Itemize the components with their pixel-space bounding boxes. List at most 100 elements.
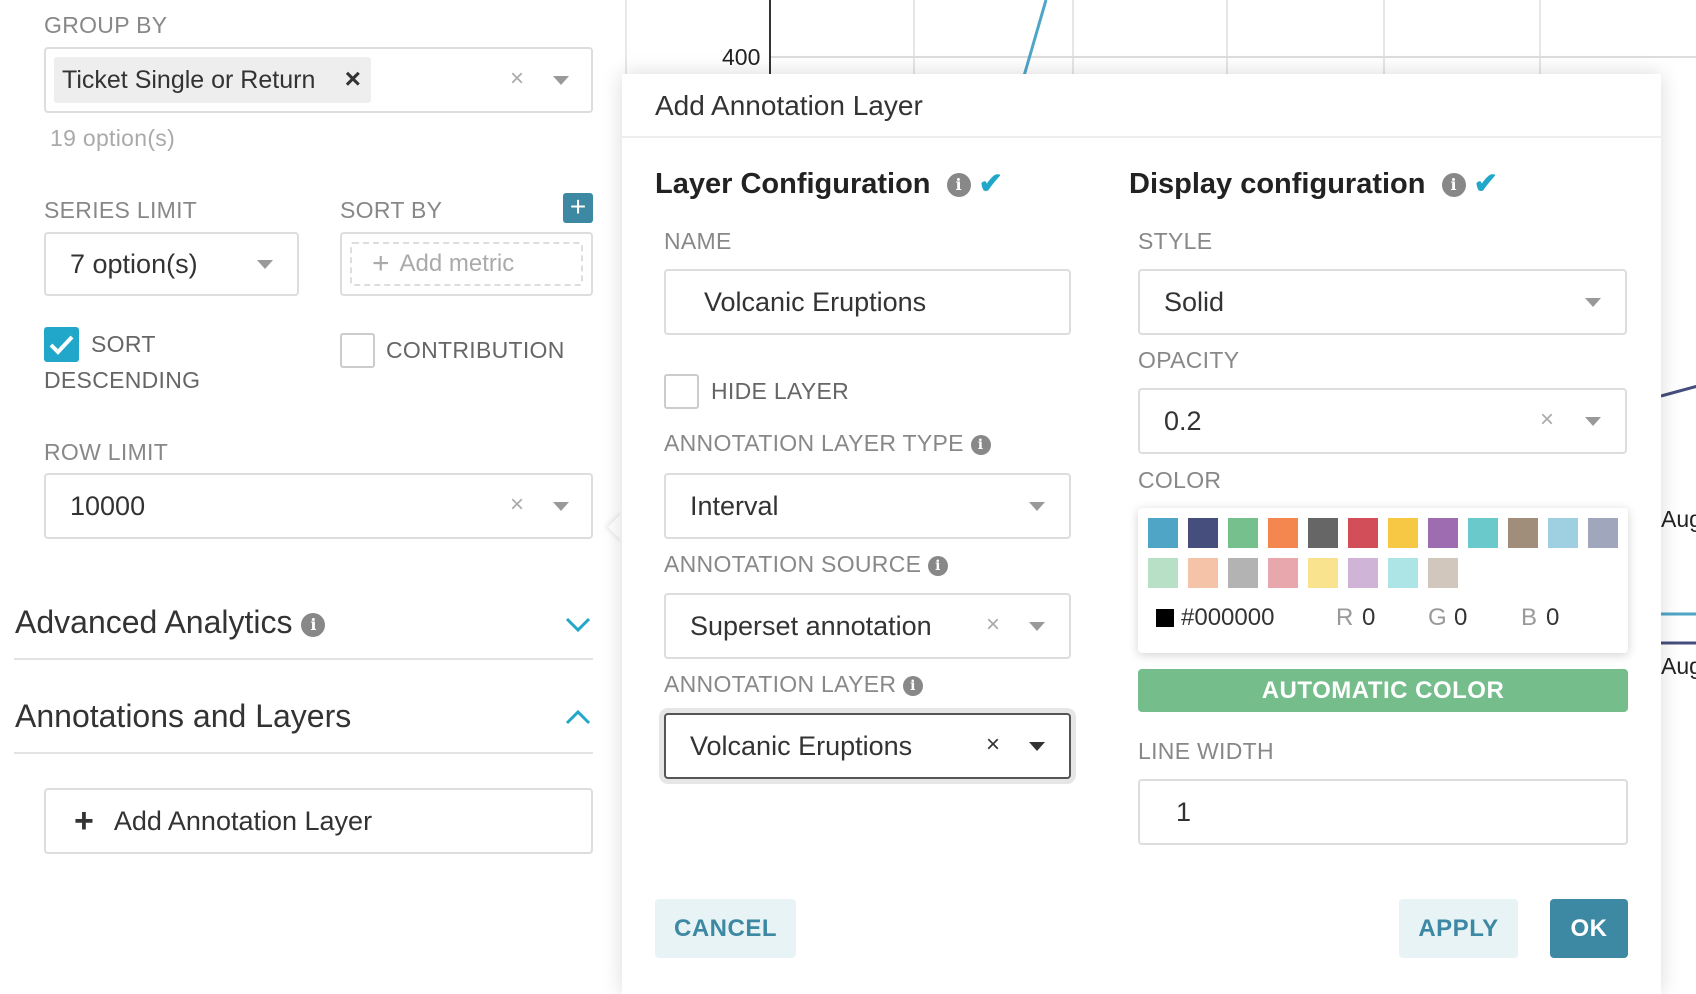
modal-title: Add Annotation Layer: [655, 90, 923, 121]
color-swatch[interactable]: [1588, 518, 1618, 548]
ok-button[interactable]: OK: [1550, 899, 1628, 958]
series-line: [1660, 384, 1696, 398]
section-title: Annotations and Layers: [15, 698, 352, 734]
color-swatch[interactable]: [1148, 558, 1178, 588]
source-value: Superset annotation: [690, 610, 932, 641]
color-swatch[interactable]: [1228, 518, 1258, 548]
layer-value: Volcanic Eruptions: [690, 730, 913, 761]
add-annotation-layer-label: Add Annotation Layer: [113, 805, 373, 836]
group-by-tag: Ticket Single or Return ×: [54, 57, 371, 103]
sort-descending-label-2: DESCENDING: [44, 367, 201, 393]
color-swatch[interactable]: [1268, 518, 1298, 548]
section-advanced-analytics[interactable]: Advanced Analytics i: [14, 600, 593, 660]
color-swatch[interactable]: [1228, 558, 1258, 588]
opacity-select[interactable]: 0.2 ×: [1138, 388, 1627, 454]
cancel-button[interactable]: CANCEL: [655, 899, 796, 958]
series-limit-select[interactable]: 7 option(s): [44, 232, 299, 296]
g-input[interactable]: 0: [1454, 604, 1468, 631]
chevron-down-icon: [1585, 417, 1601, 426]
annotation-layer-select[interactable]: Volcanic Eruptions ×: [664, 713, 1071, 779]
style-value: Solid: [1164, 286, 1225, 317]
chevron-down-icon[interactable]: [553, 502, 569, 511]
row-limit-label: ROW LIMIT: [44, 439, 169, 465]
y-tick-label: 400: [722, 44, 761, 70]
add-sort-button[interactable]: +: [563, 193, 593, 223]
sort-by-label: SORT BY: [340, 197, 443, 223]
clear-icon[interactable]: ×: [510, 65, 525, 92]
info-icon: i: [1441, 173, 1466, 198]
group-by-label: GROUP BY: [44, 12, 168, 38]
divider: [622, 136, 1661, 138]
opacity-label: OPACITY: [1138, 347, 1240, 373]
annotation-layer-type-label: ANNOTATION LAYER TYPE i: [664, 430, 991, 457]
opacity-value: 0.2: [1164, 405, 1202, 436]
b-input[interactable]: 0: [1546, 604, 1560, 631]
clear-icon[interactable]: ×: [1540, 406, 1555, 433]
b-label: B: [1521, 604, 1538, 631]
color-swatch[interactable]: [1548, 518, 1578, 548]
gridline-400: [770, 56, 1696, 58]
color-swatch[interactable]: [1388, 558, 1418, 588]
y-axis: [769, 0, 771, 80]
chevron-up-icon[interactable]: [564, 708, 592, 728]
clear-icon[interactable]: ×: [986, 611, 1001, 638]
x-tick-label: Aug: [1661, 653, 1696, 679]
color-swatch[interactable]: [1428, 518, 1458, 548]
line-width-value: 1: [1176, 796, 1192, 827]
annotation-source-label: ANNOTATION SOURCE i: [664, 551, 948, 578]
add-metric-button[interactable]: + Add metric: [350, 242, 583, 286]
hex-input[interactable]: #000000: [1181, 604, 1275, 631]
color-swatch[interactable]: [1188, 558, 1218, 588]
sort-by-select[interactable]: + Add metric: [340, 232, 593, 296]
r-input[interactable]: 0: [1362, 604, 1376, 631]
annotation-layer-type-select[interactable]: Interval: [664, 473, 1071, 539]
add-annotation-layer-button[interactable]: + Add Annotation Layer: [44, 788, 593, 854]
line-width-input[interactable]: 1: [1138, 779, 1628, 845]
sort-descending-checkbox[interactable]: [44, 327, 79, 362]
check-icon: ✔: [978, 168, 1003, 200]
info-icon: i: [902, 675, 923, 696]
clear-icon[interactable]: ×: [986, 731, 1001, 758]
add-metric-placeholder: Add metric: [399, 250, 515, 277]
chevron-down-icon[interactable]: [564, 614, 592, 634]
group-by-select[interactable]: Ticket Single or Return × ×: [44, 47, 593, 113]
color-swatch[interactable]: [1348, 558, 1378, 588]
automatic-color-button[interactable]: AUTOMATIC COLOR: [1138, 669, 1628, 712]
add-annotation-layer-modal: Add Annotation Layer Layer Configuration…: [622, 74, 1661, 994]
section-annotations-layers[interactable]: Annotations and Layers: [14, 694, 593, 754]
color-picker: #000000 R 0 G 0 B 0: [1138, 508, 1628, 653]
color-swatch[interactable]: [1188, 518, 1218, 548]
name-input[interactable]: Volcanic Eruptions: [664, 269, 1071, 335]
color-swatch[interactable]: [1148, 518, 1178, 548]
contribution-checkbox[interactable]: [340, 333, 375, 368]
g-label: G: [1428, 604, 1447, 631]
color-swatch[interactable]: [1268, 558, 1298, 588]
color-swatch[interactable]: [1508, 518, 1538, 548]
check-icon: [49, 335, 74, 355]
row-limit-value: 10000: [70, 490, 146, 521]
series-limit-value: 7 option(s): [70, 248, 198, 279]
color-swatch[interactable]: [1308, 518, 1338, 548]
chevron-down-icon[interactable]: [553, 76, 569, 85]
contribution-label: CONTRIBUTION: [386, 337, 565, 363]
color-swatch[interactable]: [1308, 558, 1338, 588]
series-line: [1022, 0, 1048, 77]
check-icon: ✔: [1473, 168, 1498, 200]
hide-layer-checkbox[interactable]: [664, 374, 699, 409]
color-label: COLOR: [1138, 467, 1222, 493]
apply-button[interactable]: APPLY: [1399, 899, 1518, 958]
annotation-source-select[interactable]: Superset annotation ×: [664, 593, 1071, 659]
row-limit-select[interactable]: 10000 ×: [44, 473, 593, 539]
tag-label: Ticket Single or Return: [62, 65, 316, 94]
tag-remove-icon[interactable]: ×: [344, 63, 361, 94]
style-select[interactable]: Solid: [1138, 269, 1627, 335]
color-swatch[interactable]: [1388, 518, 1418, 548]
clear-icon[interactable]: ×: [510, 491, 525, 518]
color-swatch[interactable]: [1428, 558, 1458, 588]
color-swatch[interactable]: [1468, 518, 1498, 548]
chart-lines: [1022, 0, 1696, 645]
display-config-heading: Display configuration i ✔: [1129, 168, 1498, 200]
name-value: Volcanic Eruptions: [704, 286, 927, 317]
annotation-layer-label: ANNOTATION LAYER i: [664, 671, 923, 698]
color-swatch[interactable]: [1348, 518, 1378, 548]
